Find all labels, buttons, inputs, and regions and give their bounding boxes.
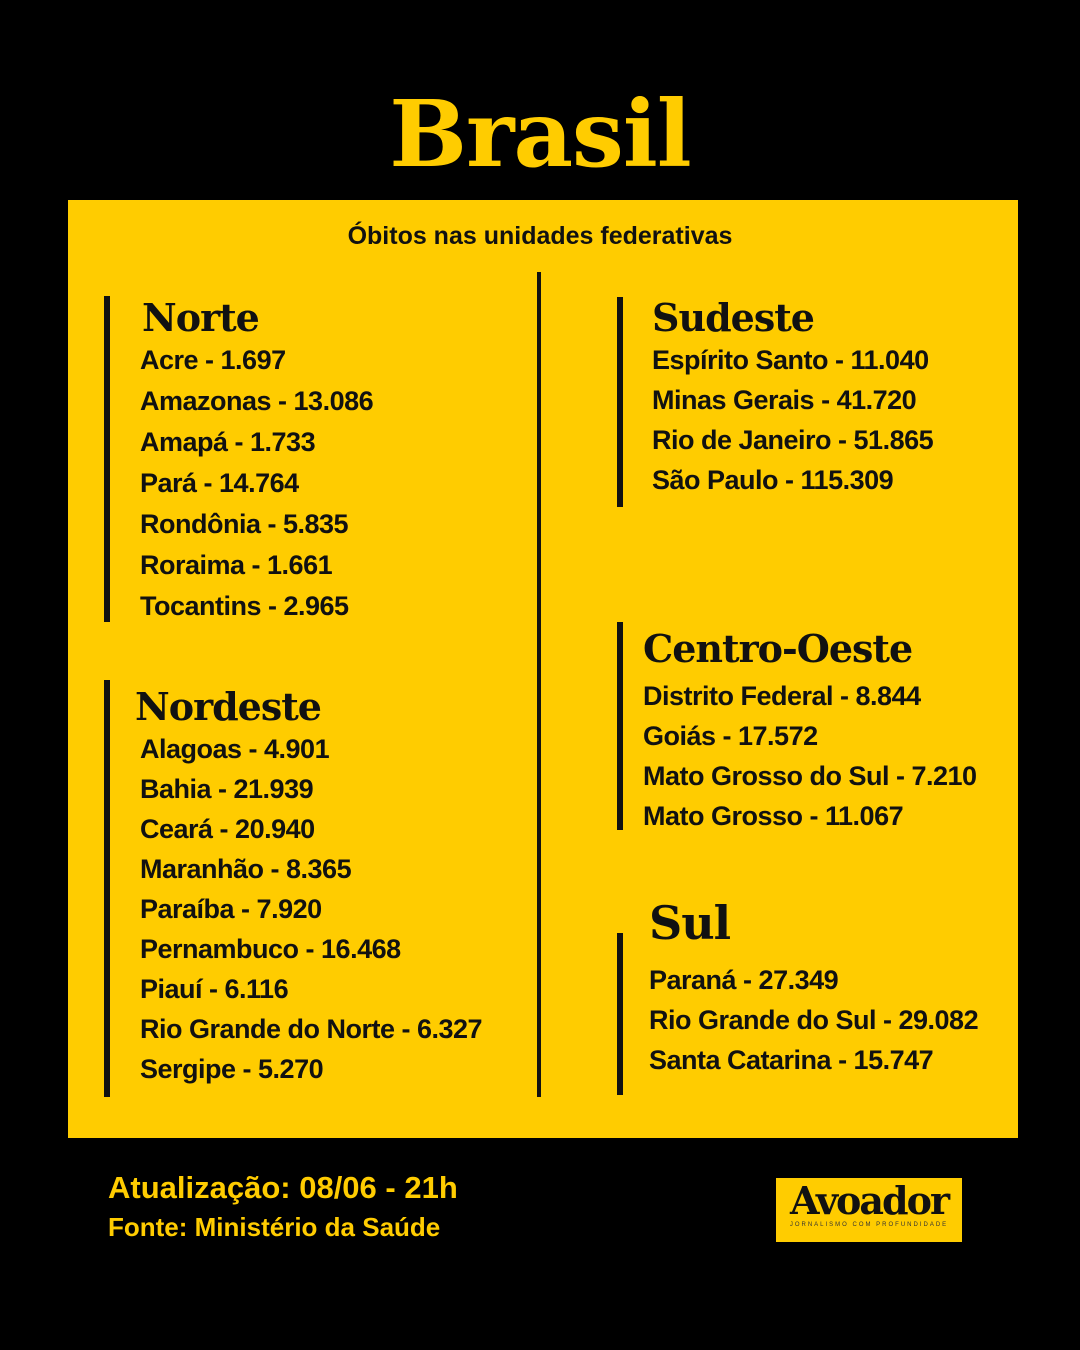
state-item: Piauí - 6.116 bbox=[140, 974, 289, 1004]
state-item: Paraíba - 7.920 bbox=[140, 894, 322, 924]
state-list: Paraná - 27.349 Rio Grande do Sul - 29.08… bbox=[649, 960, 979, 1080]
source: Fonte: Ministério da Saúde bbox=[108, 1212, 441, 1242]
region-heading: Nordeste bbox=[135, 684, 322, 729]
state-item: Mato Grosso do Sul - 7.210 bbox=[643, 761, 977, 791]
region-heading: Norte bbox=[142, 295, 260, 340]
logo-tagline: JORNALISMO COM PROFUNDIDADE bbox=[789, 1222, 949, 1228]
avoador-logo: Avoador JORNALISMO COM PROFUNDIDADE bbox=[776, 1178, 962, 1242]
state-item: Amazonas - 13.086 bbox=[140, 386, 374, 416]
state-item: Paraná - 27.349 bbox=[649, 965, 839, 995]
content-panel bbox=[68, 200, 1018, 1138]
state-item: Acre - 1.697 bbox=[140, 345, 286, 375]
region-heading: Centro-Oeste bbox=[643, 626, 913, 671]
region-nordeste: Nordeste Alagoas - 4.901 Bahia - 21.939 Ce… bbox=[135, 684, 483, 1089]
state-item: Goiás - 17.572 bbox=[643, 721, 818, 751]
state-item: Rio Grande do Sul - 29.082 bbox=[649, 1005, 979, 1035]
region-heading: Sul bbox=[649, 896, 731, 950]
state-item: Rio Grande do Norte - 6.327 bbox=[140, 1014, 483, 1044]
state-item: Rondônia - 5.835 bbox=[140, 509, 349, 539]
column-divider bbox=[537, 272, 541, 1097]
state-list: Distrito Federal - 8.844 Goiás - 17.572 Ma… bbox=[643, 676, 977, 836]
state-item: Pernambuco - 16.468 bbox=[140, 934, 401, 964]
region-bar-sudeste bbox=[617, 297, 623, 507]
region-centro-oeste: Centro-Oeste Distrito Federal - 8.844 Goi… bbox=[643, 627, 977, 836]
state-item: Amapá - 1.733 bbox=[140, 427, 316, 457]
state-item: Bahia - 21.939 bbox=[140, 774, 314, 804]
region-bar-centro-oeste bbox=[617, 622, 623, 830]
state-list: Alagoas - 4.901 Bahia - 21.939 Ceará - 20.… bbox=[140, 729, 483, 1089]
region-sul: Sul Paraná - 27.349 Rio Grande do Sul - 2… bbox=[649, 896, 979, 1080]
state-item: Tocantins - 2.965 bbox=[140, 591, 349, 621]
state-item: Minas Gerais - 41.720 bbox=[652, 385, 917, 415]
subtitle: Óbitos nas unidades federativas bbox=[347, 222, 733, 250]
logo-name: Avoador bbox=[790, 1178, 950, 1223]
state-item: Sergipe - 5.270 bbox=[140, 1054, 324, 1084]
state-item: Ceará - 20.940 bbox=[140, 814, 315, 844]
state-item: Mato Grosso - 11.067 bbox=[643, 801, 904, 831]
state-item: São Paulo - 115.309 bbox=[652, 465, 894, 495]
region-bar-nordeste bbox=[104, 680, 110, 1097]
update-time: Atualização: 08/06 - 21h bbox=[108, 1170, 458, 1205]
region-bar-norte bbox=[104, 296, 110, 622]
state-item: Pará - 14.764 bbox=[140, 468, 299, 498]
state-list: Espírito Santo - 11.040 Minas Gerais - 41… bbox=[652, 340, 934, 500]
region-sudeste: Sudeste Espírito Santo - 11.040 Minas Ger… bbox=[652, 295, 934, 500]
state-item: Alagoas - 4.901 bbox=[140, 734, 330, 764]
state-item: Distrito Federal - 8.844 bbox=[643, 681, 921, 711]
state-item: Roraima - 1.661 bbox=[140, 550, 333, 580]
state-item: Maranhão - 8.365 bbox=[140, 854, 352, 884]
state-item: Rio de Janeiro - 51.865 bbox=[652, 425, 934, 455]
state-item: Espírito Santo - 11.040 bbox=[652, 345, 929, 375]
state-list: Acre - 1.697 Amazonas - 13.086 Amapá - 1.7… bbox=[140, 340, 374, 627]
page-title: Brasil bbox=[389, 80, 692, 188]
region-bar-sul bbox=[617, 933, 623, 1095]
region-norte: Norte Acre - 1.697 Amazonas - 13.086 Amapá… bbox=[140, 295, 374, 627]
region-heading: Sudeste bbox=[652, 295, 815, 340]
state-item: Santa Catarina - 15.747 bbox=[649, 1045, 934, 1075]
